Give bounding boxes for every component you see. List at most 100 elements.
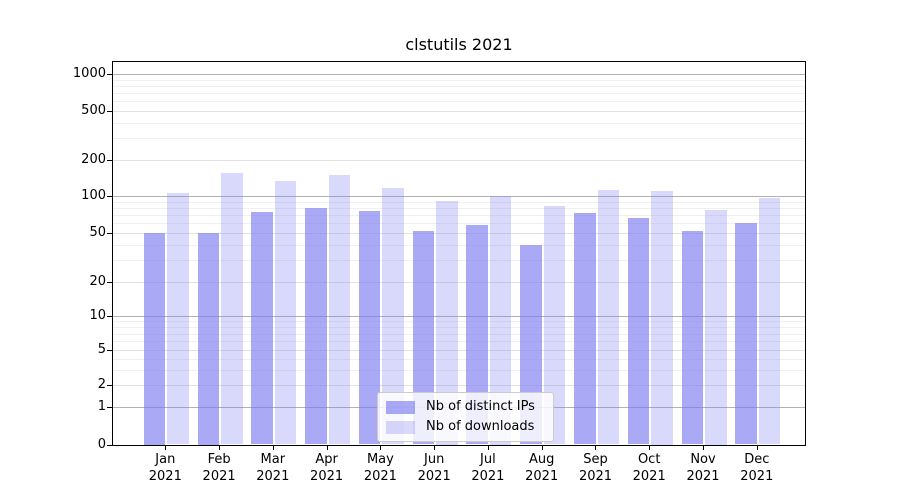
x-axis-tick-label: Jun 2021 [417,452,451,484]
bar-distinct-ips [735,223,757,445]
gridline-minor [113,326,805,328]
bar-distinct-ips [627,218,650,445]
bar-downloads [705,210,727,445]
gridline-minor [113,215,805,216]
plot-area [112,61,806,446]
bar-distinct-ips [574,212,596,445]
x-axis-tick [273,446,274,450]
y-axis-tick-label: 1 [97,399,106,414]
x-axis-tick-label: Aug 2021 [525,452,559,484]
y-axis-tick-label: 2 [97,377,106,392]
x-axis-tick [165,446,166,450]
gridline-decade [113,196,805,197]
bar-downloads [382,188,404,445]
bar-downloads [436,201,458,445]
gridline-decade [113,74,805,76]
gridline-minor [113,333,805,335]
x-axis-tick-label: Dec 2021 [740,452,774,484]
bar-distinct-ips [143,233,166,445]
bar-downloads [597,189,619,445]
gridline-minor [113,369,805,371]
gridline-minor [113,358,805,360]
y-axis-tick [107,233,112,234]
x-axis-tick-label: Jul 2021 [471,452,505,484]
x-axis-tick-label: Apr 2021 [310,452,344,484]
legend-swatch-distinct-ips [386,400,415,414]
x-axis-tick [757,446,758,450]
legend-swatch-downloads [386,420,415,434]
y-axis-tick-label: 200 [81,151,106,167]
y-axis-tick-label: 1000 [72,66,106,82]
chart-title: clstutils 2021 [405,35,513,54]
legend: Nb of distinct IPs Nb of downloads [377,392,554,442]
gridline-major [113,110,805,112]
bar-downloads [651,191,673,445]
gridline-minor [113,86,805,87]
y-axis-tick-label: 50 [89,225,106,240]
x-axis-tick [703,446,704,450]
gridline-decade [113,316,805,317]
y-axis-tick-label: 5 [97,342,106,357]
x-axis-tick [649,446,650,450]
x-axis-tick [327,446,328,450]
y-axis-tick [107,160,112,161]
gridline-minor [113,93,805,94]
y-axis-tick-label: 100 [81,188,106,203]
x-axis-tick-label: Oct 2021 [632,452,666,484]
bar-distinct-ips [466,225,488,445]
x-axis-tick [434,446,435,450]
legend-row-distinct-ips: Nb of distinct IPs [386,399,545,415]
y-axis-tick-label: 20 [89,273,106,289]
y-axis-tick-label: 10 [89,308,106,323]
gridline-minor [113,260,805,262]
gridline-minor [113,101,805,103]
x-axis-tick-label: Mar 2021 [256,452,290,484]
x-axis-tick-label: Feb 2021 [202,452,236,484]
gridline-major [113,350,805,351]
bar-distinct-ips [251,212,273,445]
x-axis-tick [380,446,381,450]
y-axis-tick [107,385,112,386]
gridline-minor [113,79,805,81]
x-axis-tick [542,446,543,450]
gridline-minor [113,207,805,209]
bar-downloads [221,173,243,445]
x-axis-tick [595,446,596,450]
y-axis-tick [107,111,112,112]
gridline-minor [113,321,805,323]
x-axis-tick-label: Jan 2021 [148,452,182,484]
bar-distinct-ips [358,210,381,445]
y-axis-tick [107,350,112,351]
y-axis-tick [107,196,112,197]
gridline-major [113,385,805,386]
x-axis-tick-label: Sep 2021 [578,452,613,484]
legend-row-downloads: Nb of downloads [386,419,545,435]
x-axis-tick-label: May 2021 [363,452,397,484]
gridline-major [113,233,805,234]
bar-downloads [489,195,512,445]
gridline-minor [113,201,805,203]
y-axis-tick-label: 500 [81,102,106,118]
y-axis-tick [107,316,112,317]
legend-label-distinct-ips: Nb of distinct IPs [426,399,535,414]
bar-downloads [167,192,189,445]
y-axis-tick [107,74,112,75]
y-axis-tick [107,407,112,408]
bar-distinct-ips [412,230,435,445]
y-axis-tick [107,445,112,446]
bar-downloads [328,175,351,445]
gridline-minor [113,223,805,225]
gridline-minor [113,137,805,139]
bar-distinct-ips [197,233,220,445]
x-axis-tick [219,446,220,450]
gridline-minor [113,244,805,246]
x-axis-tick-label: Nov 2021 [686,452,720,484]
x-axis-tick [488,446,489,450]
legend-label-downloads: Nb of downloads [426,419,535,434]
bar-distinct-ips [305,207,327,445]
bar-downloads [274,180,297,445]
y-axis-tick-label: 0 [97,436,106,452]
gridline-major [113,159,805,161]
gridline-major [113,281,805,283]
